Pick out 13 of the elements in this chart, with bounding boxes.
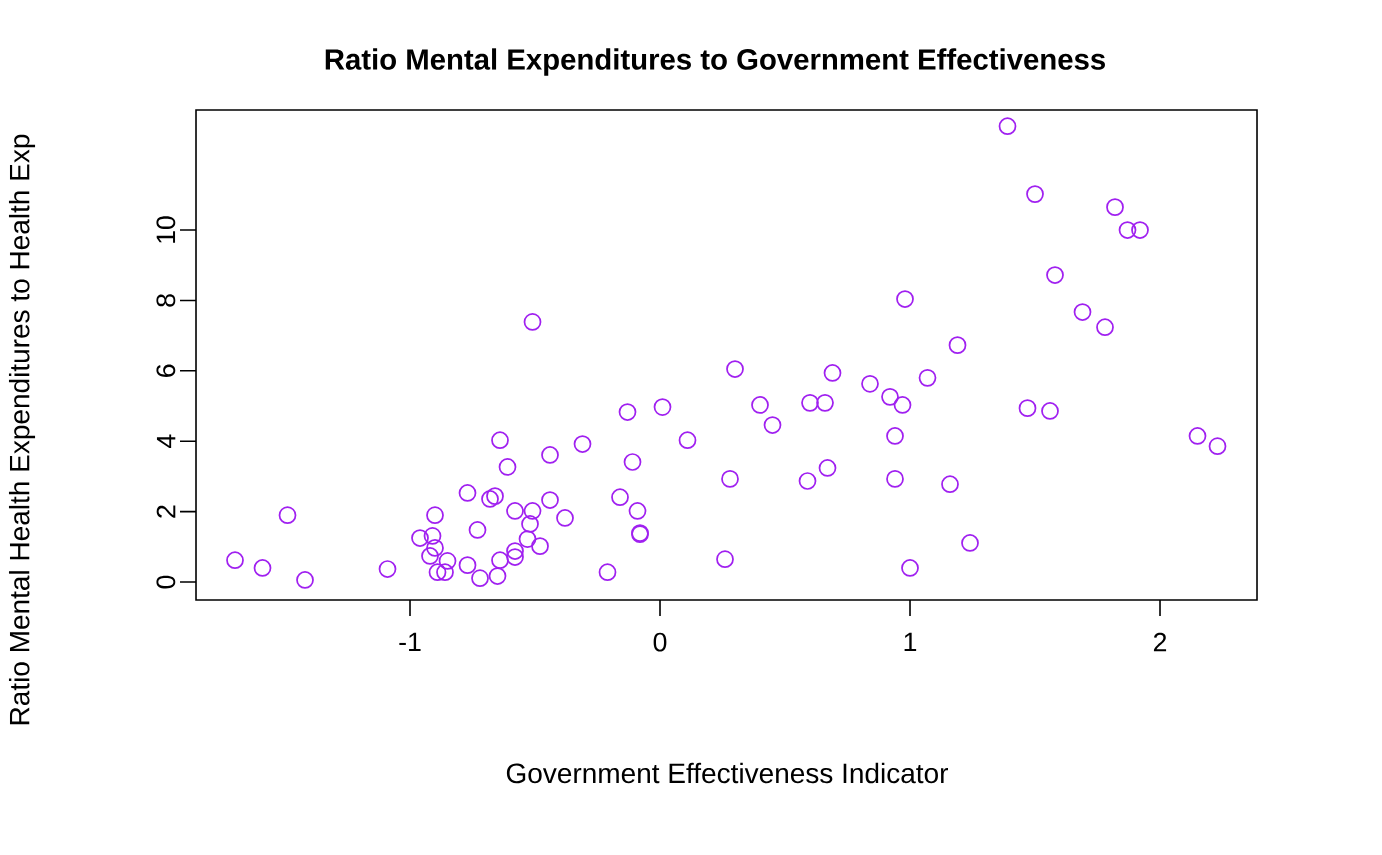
y-axis-title: Ratio Mental Health Expenditures to Health Exp	[8, 134, 36, 725]
y-tick-label: 10	[156, 216, 176, 243]
y-tick-label: 8	[156, 294, 176, 307]
y-tick-label: 2	[156, 505, 176, 518]
x-tick-label: 0	[653, 632, 667, 652]
x-axis-title: Government Effectiveness Indicator	[506, 762, 949, 784]
x-tick-label: 2	[1153, 632, 1167, 652]
x-tick-label: 1	[904, 632, 917, 652]
x-tick-label: -1	[399, 632, 421, 652]
y-tick-label: 0	[156, 575, 176, 589]
y-tick-label: 6	[156, 364, 176, 377]
chart-title: Ratio Mental Expenditures to Government Effectiveness	[325, 48, 1105, 76]
y-tick-label: 4	[156, 434, 176, 449]
